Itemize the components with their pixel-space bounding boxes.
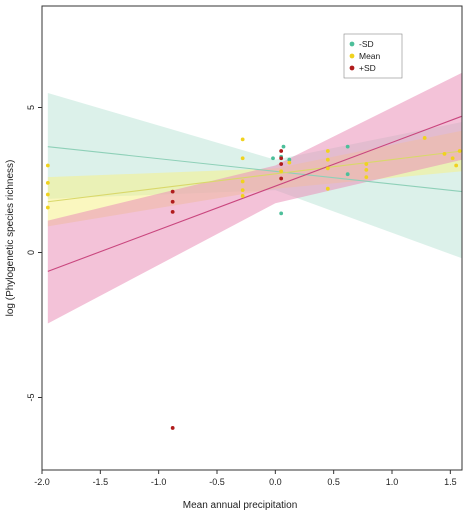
data-point	[279, 211, 284, 216]
legend-marker	[349, 65, 355, 71]
legend-label: Mean	[359, 51, 381, 61]
legend-label: +SD	[359, 63, 376, 73]
data-point	[45, 181, 50, 185]
x-tick-label: 0.5	[327, 477, 340, 487]
data-point	[325, 166, 330, 171]
x-axis: -2.0 -1.5 -1.0 -0.5 0.0 0.5 1.0 1.5	[34, 469, 457, 487]
x-tick-label: -0.5	[209, 477, 225, 487]
data-point	[170, 426, 175, 430]
x-tick-label: -1.5	[93, 477, 109, 487]
y-tick-label: -5	[26, 393, 36, 401]
data-point	[240, 179, 245, 184]
data-point	[279, 149, 284, 153]
data-point	[170, 189, 175, 194]
y-axis-title: log (Phylogenetic species richness)	[5, 160, 16, 317]
fit-line-1	[47, 150, 463, 203]
data-point	[325, 186, 330, 191]
data-point	[240, 156, 245, 161]
data-point	[279, 156, 284, 161]
data-point	[240, 194, 245, 198]
data-point	[364, 167, 369, 172]
y-axis: -5 0 5	[26, 105, 42, 402]
data-point	[450, 156, 455, 161]
fit-line-2	[47, 115, 463, 272]
x-tick-label: -1.0	[151, 477, 167, 487]
data-point	[271, 156, 275, 161]
data-point	[279, 176, 284, 181]
data-point	[345, 144, 350, 149]
data-point	[325, 149, 330, 153]
fit-lines	[47, 115, 463, 272]
data-point	[454, 163, 459, 168]
data-point	[287, 160, 292, 165]
confidence-bands	[47, 72, 462, 324]
data-point	[279, 169, 284, 174]
data-point	[422, 136, 427, 140]
x-axis-title: Mean annual precipitation	[183, 500, 298, 511]
data-point	[287, 157, 292, 162]
data-point	[364, 175, 369, 180]
data-point	[457, 149, 462, 153]
data-point	[442, 152, 447, 156]
data-point	[240, 188, 245, 193]
data-point	[345, 172, 350, 177]
data-point	[45, 163, 50, 168]
data-points	[45, 136, 462, 430]
y-tick-label: 0	[26, 250, 36, 255]
legend-marker	[349, 41, 355, 47]
x-tick-label: 1.0	[386, 477, 399, 487]
data-point	[240, 137, 245, 142]
data-point	[170, 199, 175, 204]
x-tick-label: 1.5	[444, 477, 457, 487]
data-point	[325, 157, 330, 162]
data-point	[45, 192, 50, 197]
fit-line-0	[47, 146, 463, 193]
x-tick-label: -2.0	[34, 477, 50, 487]
confidence-band-2	[47, 72, 462, 324]
data-point	[364, 162, 369, 166]
y-tick-label: 5	[26, 105, 36, 110]
data-point	[45, 205, 50, 210]
data-point	[170, 210, 175, 214]
legend: -SD Mean +SD	[343, 33, 403, 79]
legend-marker	[349, 53, 355, 59]
legend-label: -SD	[359, 39, 374, 49]
data-point	[281, 144, 286, 149]
data-point	[279, 162, 284, 166]
x-tick-label: 0.0	[269, 477, 282, 487]
